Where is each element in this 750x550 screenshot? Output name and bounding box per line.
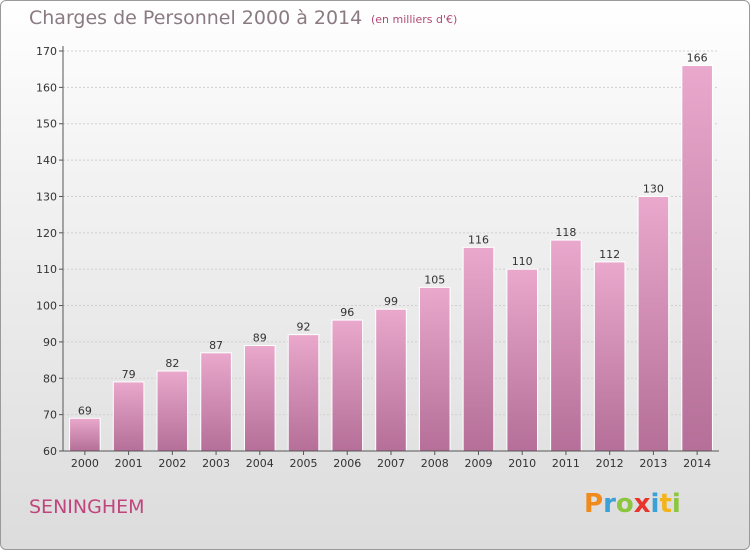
bar-value-label: 92: [297, 321, 311, 334]
y-tick-label: 100: [36, 300, 57, 313]
x-tick-label: 2003: [202, 457, 230, 470]
city-name: SENINGHEM: [29, 496, 145, 518]
x-tick-label: 2002: [158, 457, 186, 470]
x-tick-label: 2005: [290, 457, 318, 470]
bar-value-label: 112: [599, 248, 620, 261]
x-tick-label: 2004: [246, 457, 274, 470]
bar-2007[interactable]: [375, 308, 407, 452]
bar-2014[interactable]: [681, 65, 713, 452]
bar-value-label: 87: [209, 339, 223, 352]
bar-value-label: 118: [555, 226, 576, 239]
x-tick-label: 2011: [552, 457, 580, 470]
axes: 60 70 80 90 100 110 120 130 140 150 160 170 2000 2001…: [36, 45, 719, 470]
bar-value-label: 105: [424, 273, 445, 286]
y-tick-label: 110: [36, 263, 57, 276]
bar-2004[interactable]: [243, 345, 276, 452]
y-tick-label: 90: [43, 336, 57, 349]
bar-value-label: 96: [340, 306, 354, 319]
chart-title: Charges de Personnel 2000 à 2014: [29, 7, 363, 29]
bar-2011[interactable]: [550, 239, 582, 452]
bar-value-label: 79: [122, 368, 136, 381]
x-tick-label: 2012: [596, 457, 624, 470]
bar-2002[interactable]: [156, 370, 189, 452]
y-tick-label: 140: [36, 154, 57, 167]
x-tick-label: 2000: [71, 457, 99, 470]
bar-value-label: 116: [468, 233, 489, 246]
y-tick-label: 80: [43, 372, 57, 385]
y-tick-label: 60: [43, 445, 57, 458]
x-tick-label: 2006: [333, 457, 361, 470]
x-tick-label: 2001: [115, 457, 143, 470]
bar-value-label: 69: [78, 404, 92, 417]
y-tick-label: 120: [36, 227, 57, 240]
bar-2006[interactable]: [331, 319, 364, 452]
y-tick-label: 70: [43, 409, 57, 422]
bar-2009[interactable]: [462, 246, 495, 452]
bar-2000[interactable]: [69, 417, 101, 452]
bar-value-label: 130: [643, 182, 664, 195]
bar-value-label: 110: [512, 255, 533, 268]
bar-value-label: 99: [384, 295, 398, 308]
bar-value-label: 166: [687, 52, 708, 65]
y-tick-label: 150: [36, 118, 57, 131]
bar-2003[interactable]: [200, 352, 232, 452]
y-tick-label: 160: [36, 81, 57, 94]
bar-2001[interactable]: [112, 381, 145, 452]
bar-2010[interactable]: [506, 268, 539, 452]
chart-subtitle: (en milliers d'€): [371, 13, 458, 26]
proxiti-logo[interactable]: Proxiti: [584, 489, 681, 519]
bar-2013[interactable]: [637, 195, 670, 452]
bars: 69 79 82 87 89 92 96 99 105 116 110 118 112 130 166: [69, 52, 713, 452]
x-tick-label: 2007: [377, 457, 405, 470]
bar-2012[interactable]: [593, 261, 626, 452]
x-tick-label: 2008: [421, 457, 449, 470]
y-tick-label: 170: [36, 45, 57, 58]
x-tick-label: 2010: [508, 457, 536, 470]
bar-2005[interactable]: [287, 334, 320, 452]
y-tick-label: 130: [36, 190, 57, 203]
x-tick-label: 2014: [683, 457, 711, 470]
x-tick-label: 2013: [639, 457, 667, 470]
x-tick-label: 2009: [464, 457, 492, 470]
bar-value-label: 82: [165, 357, 179, 370]
bar-2008[interactable]: [418, 286, 451, 452]
bar-value-label: 89: [253, 332, 267, 345]
